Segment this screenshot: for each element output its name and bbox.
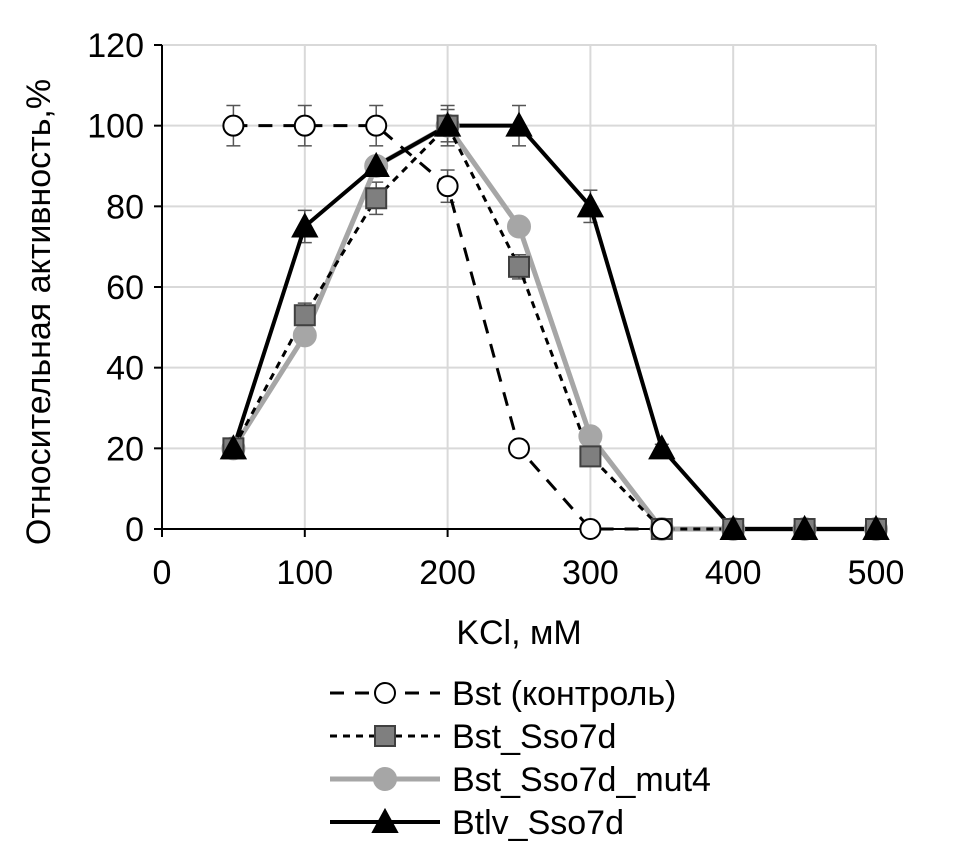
legend-label-btlv-sso7d: Btlv_Sso7d [452,804,624,842]
series-line-2 [231,123,876,532]
legend-marker-sample [374,682,396,704]
x-tick-label: 300 [562,554,619,592]
y-tick-label: 0 [125,511,144,549]
data-point [579,518,602,540]
tick-labels: 0 20 40 60 80 100 120 0 100 200 300 400 500 [87,27,904,592]
data-point [505,111,533,137]
data-point [719,514,747,540]
axes [154,44,877,537]
legend-marker-sample [374,725,396,747]
data-point [508,437,530,460]
data-point [293,304,316,327]
data-point [507,214,531,239]
legend-item-bst-sso7d-mut4: Bst_Sso7d_mut4 [330,761,711,799]
x-tick-label: 500 [848,554,905,592]
y-tick-label: 100 [87,108,144,146]
y-tick-label: 20 [106,430,144,468]
data-point [579,445,602,468]
legend-label-bst: Bst (контроль) [452,675,676,713]
x-tick-label: 0 [153,554,172,592]
series-markers [219,111,890,541]
legend-label-bst-sso7d: Bst_Sso7d [452,718,616,756]
data-point [219,434,248,460]
data-point [292,323,317,348]
data-point [576,192,605,218]
data-point [790,514,819,540]
x-tick-label: 100 [276,554,333,592]
y-tick-label: 60 [106,269,144,307]
legend-item-btlv-sso7d: Btlv_Sso7d [330,804,624,842]
series-line-3 [231,123,876,531]
y-axis-title: Относительная активность,% [20,79,58,545]
legend-label-bst-sso7d-mut4: Bst_Sso7d_mut4 [452,761,711,799]
data-point [293,114,316,137]
data-point [650,518,673,540]
legend-item-bst-sso7d: Bst_Sso7d [330,718,616,756]
series-lines [231,123,876,532]
x-tick-label: 400 [705,554,762,592]
data-point [862,514,890,540]
legend-item-bst: Bst (контроль) [330,675,676,713]
x-tick-label: 200 [419,554,476,592]
x-axis-title: KCl, мМ [456,614,581,652]
legend-marker-sample [373,767,397,791]
data-point [508,255,530,278]
data-point [365,114,388,137]
data-point [578,424,603,449]
y-tick-label: 40 [106,350,144,388]
y-tick-label: 80 [106,188,144,226]
data-point [433,111,462,137]
data-point [365,187,388,210]
data-point [291,212,319,238]
legend: Bst (контроль) Bst_Sso7d Bst_Sso7d_mut4 … [330,675,711,842]
data-point [222,114,245,137]
data-point [436,175,459,198]
data-point [362,151,390,177]
data-point [648,434,676,460]
legend-marker-sample [371,807,399,833]
y-tick-label: 120 [87,27,144,65]
